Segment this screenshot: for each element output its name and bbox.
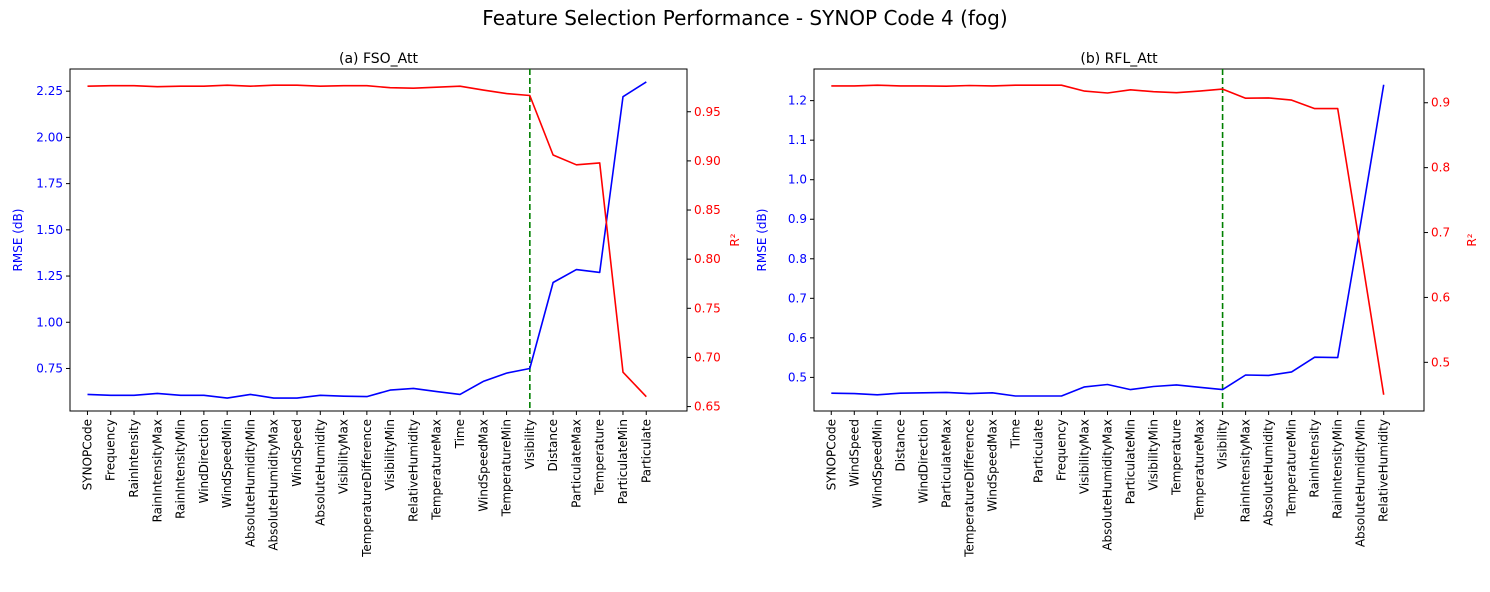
r2-series-line (831, 84, 1385, 395)
x-tick-label: ParticulateMax (939, 419, 953, 508)
x-tick-label: AbsoluteHumidity (313, 419, 327, 526)
right-y-tick-label: 0.5 (1431, 355, 1450, 369)
right-y-axis-label: R² (1465, 233, 1479, 246)
figure-title: Feature Selection Performance - SYNOP Co… (482, 6, 1008, 30)
x-tick-label: RainIntensityMax (1239, 419, 1253, 522)
left-y-tick-label: 0.5 (788, 370, 807, 384)
x-tick-label: WindSpeedMax (476, 419, 490, 512)
left-y-tick-label: 0.7 (788, 291, 807, 305)
right-y-tick-label: 0.95 (694, 105, 721, 119)
x-tick-label: RainIntensityMin (1331, 419, 1345, 519)
right-y-tick-label: 0.90 (694, 154, 721, 168)
right-y-tick-label: 0.75 (694, 301, 721, 315)
x-tick-label: TemperatureDifference (962, 419, 976, 558)
left-y-tick-label: 1.25 (36, 269, 63, 283)
left-y-tick-label: 0.75 (36, 361, 63, 375)
x-tick-label: AbsoluteHumidityMin (243, 419, 257, 547)
x-tick-label: Particulate (639, 419, 653, 483)
right-y-tick-label: 0.6 (1431, 290, 1450, 304)
x-tick-label: Visibility (1216, 419, 1230, 469)
x-tick-label: TemperatureDifference (360, 419, 374, 558)
x-tick-label: WindDirection (197, 419, 211, 503)
right-y-tick-label: 0.8 (1431, 161, 1450, 175)
right-y-tick-label: 0.85 (694, 203, 721, 217)
x-tick-label: ParticulateMax (569, 419, 583, 508)
x-tick-label: ParticulateMin (1124, 419, 1138, 504)
x-tick-label: Distance (893, 419, 907, 471)
left-y-axis-label: RMSE (dB) (755, 209, 769, 272)
plot-frame (813, 68, 1425, 412)
left-y-tick-label: 0.8 (788, 252, 807, 266)
x-tick-label: SYNOPCode (80, 419, 94, 490)
x-tick-label: Temperature (1170, 419, 1184, 496)
x-tick-label: AbsoluteHumidityMax (1100, 419, 1114, 551)
left-y-tick-label: 1.2 (788, 94, 807, 108)
x-tick-label: TemperatureMax (430, 419, 444, 521)
left-y-tick-label: 1.1 (788, 133, 807, 147)
x-tick-label: Particulate (1031, 419, 1045, 483)
r2-series-line (87, 84, 647, 398)
x-tick-label: RainIntensity (1308, 419, 1322, 498)
x-tick-label: TemperatureMin (500, 419, 514, 517)
x-tick-label: WindSpeedMin (870, 419, 884, 508)
left-y-tick-label: 0.9 (788, 212, 807, 226)
x-tick-label: ParticulateMin (616, 419, 630, 504)
x-tick-label: Time (453, 419, 467, 449)
x-tick-label: Visibility (523, 419, 537, 469)
x-tick-label: AbsoluteHumidity (1262, 419, 1276, 526)
x-tick-label: AbsoluteHumidityMin (1354, 419, 1368, 547)
x-tick-label: RelativeHumidity (1377, 419, 1391, 522)
left-y-tick-label: 2.25 (36, 84, 63, 98)
x-tick-label: TemperatureMax (1193, 419, 1207, 521)
x-tick-label: Temperature (593, 419, 607, 496)
x-tick-label: WindSpeed (290, 419, 304, 487)
left-y-tick-label: 1.50 (36, 223, 63, 237)
x-tick-label: WindSpeedMax (985, 419, 999, 512)
x-tick-label: Frequency (104, 419, 118, 481)
left-y-tick-label: 1.75 (36, 177, 63, 191)
chart-title: (a) FSO_Att (339, 51, 418, 67)
rmse-series-line (831, 84, 1385, 397)
x-tick-label: SYNOPCode (824, 419, 838, 490)
x-tick-label: VisibilityMin (1147, 419, 1161, 491)
x-tick-label: Time (1008, 419, 1022, 449)
x-tick-label: RainIntensityMin (174, 419, 188, 519)
plot-frame (69, 68, 688, 412)
x-tick-label: VisibilityMax (1077, 419, 1091, 494)
x-tick-label: AbsoluteHumidityMax (267, 419, 281, 551)
chart-panel-2: (b) RFL_Att 0.5 0.6 0.7 0.8 0.9 1.0 1.1 1.2 0.5 0.… (755, 51, 1479, 558)
x-tick-label: RelativeHumidity (406, 419, 420, 522)
chart-title: (b) RFL_Att (1080, 51, 1158, 67)
left-y-tick-label: 1.0 (788, 173, 807, 187)
x-tick-label: Frequency (1054, 419, 1068, 481)
right-y-tick-label: 0.9 (1431, 96, 1450, 110)
x-tick-label: VisibilityMax (337, 419, 351, 494)
right-y-tick-label: 0.70 (694, 350, 721, 364)
x-tick-label: VisibilityMin (383, 419, 397, 491)
right-y-tick-label: 0.80 (694, 252, 721, 266)
x-tick-label: TemperatureMin (1285, 419, 1299, 517)
right-y-axis-label: R² (728, 233, 742, 246)
x-tick-label: WindDirection (916, 419, 930, 503)
left-y-tick-label: 0.6 (788, 331, 807, 345)
x-tick-label: RainIntensityMax (150, 419, 164, 522)
left-y-tick-label: 1.00 (36, 315, 63, 329)
right-y-tick-label: 0.65 (694, 400, 721, 414)
x-tick-label: WindSpeedMin (220, 419, 234, 508)
rmse-series-line (87, 81, 647, 399)
left-y-axis-label: RMSE (dB) (11, 209, 25, 272)
x-tick-label: WindSpeed (847, 419, 861, 487)
left-y-tick-label: 2.00 (36, 130, 63, 144)
right-y-tick-label: 0.7 (1431, 226, 1450, 240)
x-tick-label: RainIntensity (127, 419, 141, 498)
x-tick-label: Distance (546, 419, 560, 471)
chart-panel-1: (a) FSO_Att 0.75 1.00 1.25 1.50 1.75 2.00 2.25 0… (11, 51, 742, 558)
